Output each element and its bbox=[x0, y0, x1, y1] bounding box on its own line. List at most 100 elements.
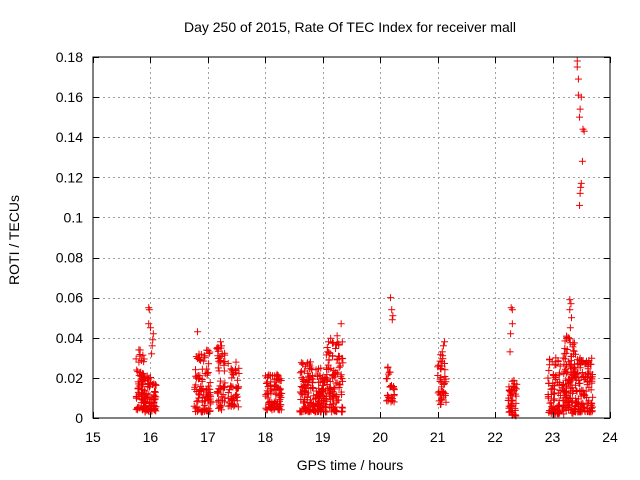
data-point bbox=[232, 384, 240, 392]
data-point bbox=[149, 330, 157, 338]
x-tick-label: 19 bbox=[315, 429, 331, 445]
data-point bbox=[555, 409, 563, 417]
data-point bbox=[436, 378, 444, 386]
data-point bbox=[435, 388, 443, 396]
data-point bbox=[263, 378, 271, 386]
data-point bbox=[333, 379, 341, 387]
data-point bbox=[204, 346, 212, 354]
data-point bbox=[577, 357, 585, 365]
data-point bbox=[204, 368, 212, 376]
data-point bbox=[315, 378, 323, 386]
data-point bbox=[319, 396, 327, 404]
data-point bbox=[215, 367, 223, 375]
data-point bbox=[575, 379, 583, 387]
data-point bbox=[577, 183, 585, 191]
data-point bbox=[206, 379, 214, 387]
data-point bbox=[582, 374, 590, 382]
data-point bbox=[337, 320, 345, 328]
data-point bbox=[261, 372, 269, 380]
data-point bbox=[275, 405, 283, 413]
data-point bbox=[218, 350, 226, 358]
data-point bbox=[567, 406, 575, 414]
data-point bbox=[546, 407, 554, 415]
data-point bbox=[509, 410, 517, 418]
data-point bbox=[300, 367, 308, 375]
data-point bbox=[563, 346, 571, 354]
data-point bbox=[572, 375, 580, 383]
data-point bbox=[388, 306, 396, 314]
data-point bbox=[338, 338, 346, 346]
y-tick-label: 0.08 bbox=[56, 250, 83, 266]
data-point bbox=[275, 391, 283, 399]
data-point bbox=[512, 399, 520, 407]
data-point bbox=[578, 157, 586, 165]
data-point bbox=[317, 407, 325, 415]
data-point bbox=[550, 395, 558, 403]
data-point bbox=[205, 349, 213, 357]
data-point bbox=[588, 354, 596, 362]
data-point bbox=[546, 356, 554, 364]
data-point bbox=[510, 383, 518, 391]
data-point bbox=[299, 359, 307, 367]
plot-frame bbox=[92, 56, 611, 419]
data-point bbox=[194, 406, 202, 414]
data-point bbox=[576, 105, 584, 113]
data-point bbox=[194, 328, 202, 336]
data-point bbox=[304, 372, 312, 380]
data-point bbox=[560, 388, 568, 396]
data-point bbox=[577, 361, 585, 369]
data-point bbox=[576, 408, 584, 416]
data-point bbox=[297, 359, 305, 367]
data-point bbox=[146, 324, 154, 332]
data-point bbox=[303, 393, 311, 401]
data-point bbox=[296, 408, 304, 416]
data-point bbox=[441, 338, 449, 346]
data-point bbox=[323, 344, 331, 352]
data-point bbox=[323, 397, 331, 405]
data-point bbox=[325, 338, 333, 346]
data-point bbox=[573, 57, 581, 65]
data-point bbox=[576, 189, 584, 197]
data-point bbox=[434, 372, 442, 380]
data-point bbox=[335, 353, 343, 361]
data-point bbox=[561, 391, 569, 399]
data-point bbox=[271, 400, 279, 408]
data-point bbox=[270, 405, 278, 413]
data-point bbox=[216, 382, 224, 390]
x-tick-label: 20 bbox=[372, 429, 388, 445]
data-point bbox=[263, 406, 271, 414]
x-tick-label: 17 bbox=[200, 429, 216, 445]
data-point bbox=[229, 383, 237, 391]
data-point bbox=[588, 377, 596, 385]
data-point bbox=[388, 316, 396, 324]
x-tick-label: 24 bbox=[602, 429, 618, 445]
data-point bbox=[272, 381, 280, 389]
data-point bbox=[203, 389, 211, 397]
data-point bbox=[548, 385, 556, 393]
data-point bbox=[145, 320, 153, 328]
data-point bbox=[232, 358, 240, 366]
data-point bbox=[139, 380, 147, 388]
data-point bbox=[390, 392, 398, 400]
data-point bbox=[324, 376, 332, 384]
data-point bbox=[588, 407, 596, 415]
data-point bbox=[506, 403, 514, 411]
chart-title: Day 250 of 2015, Rate Of TEC Index for r… bbox=[184, 19, 516, 35]
data-point bbox=[198, 377, 206, 385]
data-point bbox=[221, 383, 229, 391]
data-point bbox=[567, 381, 575, 389]
data-point bbox=[140, 355, 148, 363]
data-point bbox=[214, 355, 222, 363]
data-point bbox=[585, 370, 593, 378]
data-point bbox=[561, 337, 569, 345]
data-point bbox=[217, 344, 225, 352]
data-point bbox=[231, 401, 239, 409]
data-point bbox=[587, 404, 595, 412]
data-point bbox=[203, 369, 211, 377]
data-point bbox=[303, 377, 311, 385]
data-point bbox=[329, 394, 337, 402]
data-point bbox=[314, 391, 322, 399]
data-point bbox=[134, 385, 142, 393]
data-point bbox=[565, 375, 573, 383]
data-point bbox=[307, 399, 315, 407]
